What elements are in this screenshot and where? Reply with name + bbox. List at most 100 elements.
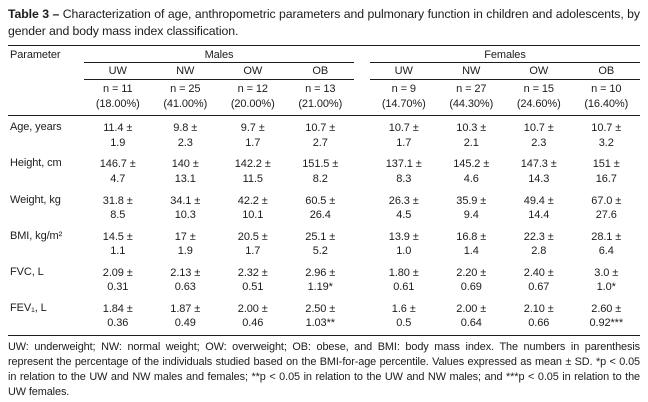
sd-line: 1.19* bbox=[307, 281, 333, 294]
value-cell: 13.9 ± 1.0 bbox=[370, 226, 438, 262]
value-cell: 2.10 ± 0.66 bbox=[505, 298, 573, 334]
value-cell: 9.8 ±2.3 bbox=[152, 117, 220, 153]
mean-line: 140 ± bbox=[171, 158, 199, 171]
mean-line: 151.5 ± bbox=[302, 158, 339, 171]
n-value: n = 13 bbox=[305, 83, 336, 96]
sd-line: 2.7 bbox=[312, 136, 328, 149]
row-label-fvc: FVC, L bbox=[10, 265, 44, 278]
value-cell: 22.3 ± 2.8 bbox=[505, 226, 573, 262]
n-value: n = 10 bbox=[591, 83, 622, 96]
count-cell: n = 9 (14.70%) bbox=[370, 80, 438, 114]
sd-line: 0.49 bbox=[174, 317, 196, 330]
pct-value: (21.00%) bbox=[298, 97, 343, 110]
mean-line: 10.7 ± bbox=[523, 122, 554, 135]
mean-line: 14.5 ± bbox=[102, 230, 133, 243]
sd-line: 1.7 bbox=[245, 245, 261, 258]
value-cell: 2.60 ± 0.92*** bbox=[573, 298, 641, 334]
sd-line: 0.46 bbox=[242, 317, 264, 330]
sd-line: 1.7 bbox=[245, 136, 261, 149]
pct-value: (44.30%) bbox=[449, 97, 494, 110]
mean-line: 28.1 ± bbox=[591, 230, 622, 243]
value-cell: 145.2 ±4.6 bbox=[438, 153, 506, 189]
sd-line: 2.1 bbox=[463, 136, 479, 149]
mean-line: 13.9 ± bbox=[388, 230, 419, 243]
sd-line: 27.6 bbox=[595, 209, 617, 222]
sd-line: 4.7 bbox=[110, 172, 126, 185]
table-bottom-rule bbox=[8, 334, 640, 336]
count-cell: n = 13 (21.00%) bbox=[287, 80, 355, 114]
pct-value: (14.70%) bbox=[381, 97, 426, 110]
value-cell: 10.7 ±1.7 bbox=[370, 117, 438, 153]
value-cell: 1.6 ± 0.5 bbox=[370, 298, 438, 334]
value-cell: 1.80 ± 0.61 bbox=[370, 262, 438, 298]
count-cell: n = 11 (18.00%) bbox=[84, 80, 152, 114]
sd-line: 10.1 bbox=[242, 209, 264, 222]
mean-line: 10.3 ± bbox=[456, 122, 487, 135]
sd-line: 0.66 bbox=[528, 317, 550, 330]
value-cell: 17 ± 1.9 bbox=[152, 226, 220, 262]
subheader-males-uw: UW bbox=[84, 63, 152, 81]
value-cell: 10.7 ±2.3 bbox=[505, 117, 573, 153]
table-rule bbox=[8, 115, 640, 117]
mean-line: 35.9 ± bbox=[456, 194, 487, 207]
value-cell: 20.5 ± 1.7 bbox=[219, 226, 287, 262]
mean-line: 2.00 ± bbox=[456, 302, 487, 315]
n-value: n = 27 bbox=[456, 83, 487, 96]
value-cell: 151 ±16.7 bbox=[573, 153, 641, 189]
sd-line: 1.03** bbox=[305, 317, 335, 330]
mean-line: 25.1 ± bbox=[305, 230, 336, 243]
value-cell: 26.3 ± 4.5 bbox=[370, 190, 438, 226]
count-cell: n = 10 (16.40%) bbox=[573, 80, 641, 114]
sd-line: 8.5 bbox=[110, 209, 126, 222]
mean-line: 151 ± bbox=[592, 158, 620, 171]
sd-line: 0.92*** bbox=[589, 317, 624, 330]
sd-line: 8.2 bbox=[312, 172, 328, 185]
sd-line: 4.6 bbox=[463, 172, 479, 185]
sd-line: 4.5 bbox=[396, 209, 412, 222]
row-label-bmi: BMI, kg/m² bbox=[10, 229, 63, 242]
mean-line: 1.84 ± bbox=[102, 302, 133, 315]
pct-value: (24.60%) bbox=[516, 97, 561, 110]
value-cell: 2.32 ± 0.51 bbox=[219, 262, 287, 298]
value-cell: 2.20 ± 0.69 bbox=[438, 262, 506, 298]
sd-line: 0.36 bbox=[107, 317, 129, 330]
mean-line: 9.7 ± bbox=[240, 122, 265, 135]
mean-line: 2.32 ± bbox=[237, 266, 268, 279]
mean-line: 137.1 ± bbox=[385, 158, 422, 171]
sd-line: 0.31 bbox=[107, 281, 129, 294]
table-top-rule bbox=[8, 45, 640, 47]
sd-line: 8.3 bbox=[396, 172, 412, 185]
sd-line: 0.51 bbox=[242, 281, 264, 294]
value-cell: 1.84 ± 0.36 bbox=[84, 298, 152, 334]
sd-line: 0.63 bbox=[174, 281, 196, 294]
value-cell: 35.9 ± 9.4 bbox=[438, 190, 506, 226]
n-value: n = 9 bbox=[391, 83, 416, 96]
value-cell: 1.87 ± 0.49 bbox=[152, 298, 220, 334]
mean-line: 26.3 ± bbox=[388, 194, 419, 207]
table-number: Table 3 – bbox=[8, 7, 60, 21]
pct-value: (16.40%) bbox=[584, 97, 629, 110]
mean-line: 145.2 ± bbox=[453, 158, 490, 171]
empty-cell bbox=[8, 80, 84, 114]
table-caption-text: Characterization of age, anthropometric … bbox=[8, 7, 640, 39]
count-cell: n = 12 (20.00%) bbox=[219, 80, 287, 114]
row-label-fev1: FEV₁, L bbox=[10, 301, 47, 314]
value-cell: 60.5 ± 26.4 bbox=[287, 190, 355, 226]
mean-line: 67.0 ± bbox=[591, 194, 622, 207]
value-cell: 49.4 ± 14.4 bbox=[505, 190, 573, 226]
subheader-females-nw: NW bbox=[437, 63, 505, 81]
value-cell: 25.1 ± 5.2 bbox=[287, 226, 355, 262]
value-cell: 142.2 ±11.5 bbox=[219, 153, 287, 189]
value-cell: 2.00 ± 0.46 bbox=[219, 298, 287, 334]
subheader-females-uw: UW bbox=[370, 63, 438, 81]
subheader-males-nw: NW bbox=[151, 63, 219, 81]
subheader-males-ob: OB bbox=[286, 63, 354, 81]
column-gap bbox=[354, 117, 370, 153]
sd-line: 2.8 bbox=[531, 245, 547, 258]
column-gap bbox=[354, 63, 370, 80]
mean-line: 10.7 ± bbox=[305, 122, 336, 135]
mean-line: 31.8 ± bbox=[102, 194, 133, 207]
row-label-weight: Weight, kg bbox=[10, 193, 61, 206]
mean-line: 2.10 ± bbox=[523, 302, 554, 315]
mean-line: 49.4 ± bbox=[523, 194, 554, 207]
